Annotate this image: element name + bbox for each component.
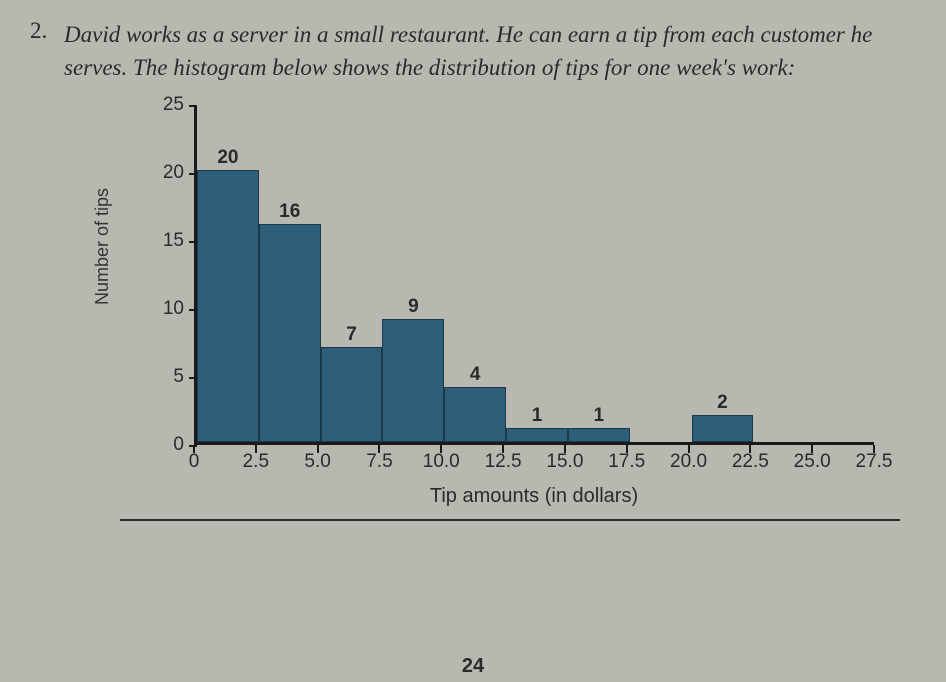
x-tick-mark bbox=[564, 445, 566, 453]
question-number: 2. bbox=[30, 18, 54, 85]
y-axis-label: Number of tips bbox=[92, 188, 113, 305]
y-axis-ticks: 0510152025 bbox=[154, 105, 190, 445]
bar-value-label: 4 bbox=[445, 364, 505, 386]
bar-value-label: 9 bbox=[383, 296, 443, 318]
x-tick-label: 22.5 bbox=[732, 451, 769, 473]
bar-value-label: 1 bbox=[507, 405, 567, 427]
x-tick-label: 15.0 bbox=[546, 451, 583, 473]
histogram-bar: 4 bbox=[444, 387, 506, 441]
x-tick-label: 27.5 bbox=[856, 451, 893, 473]
x-tick-mark bbox=[626, 445, 628, 453]
y-tick-mark bbox=[189, 377, 197, 379]
histogram-bar: 1 bbox=[506, 428, 568, 442]
x-tick-label: 20.0 bbox=[670, 451, 707, 473]
x-tick-mark bbox=[749, 445, 751, 453]
x-tick-mark bbox=[811, 445, 813, 453]
bar-value-label: 16 bbox=[260, 201, 320, 223]
x-tick-mark bbox=[317, 445, 319, 453]
page-number: 24 bbox=[0, 655, 946, 678]
histogram-bar: 20 bbox=[197, 170, 259, 442]
x-tick-label: 2.5 bbox=[243, 451, 269, 473]
histogram-bar: 16 bbox=[259, 224, 321, 442]
y-tick-mark bbox=[189, 309, 197, 311]
histogram-bar: 7 bbox=[321, 347, 383, 442]
x-axis-label: Tip amounts (in dollars) bbox=[194, 485, 874, 508]
x-tick-mark bbox=[502, 445, 504, 453]
x-tick-mark bbox=[688, 445, 690, 453]
x-tick-mark bbox=[378, 445, 380, 453]
x-tick-label: 5.0 bbox=[304, 451, 330, 473]
bar-value-label: 20 bbox=[198, 147, 258, 169]
x-tick-label: 7.5 bbox=[366, 451, 392, 473]
x-tick-label: 0 bbox=[189, 451, 200, 473]
x-tick-label: 25.0 bbox=[794, 451, 831, 473]
y-tick-label: 20 bbox=[163, 162, 184, 184]
y-tick-mark bbox=[189, 173, 197, 175]
x-tick-mark bbox=[193, 445, 195, 453]
plot-area: 2016794112 bbox=[194, 105, 874, 445]
y-tick-label: 0 bbox=[173, 434, 184, 456]
histogram-chart: Number of tips 0510152025 2016794112 02.… bbox=[120, 105, 900, 535]
x-tick-label: 10.0 bbox=[423, 451, 460, 473]
y-tick-label: 10 bbox=[163, 298, 184, 320]
bar-value-label: 7 bbox=[322, 324, 382, 346]
x-tick-label: 17.5 bbox=[608, 451, 645, 473]
horizontal-rule bbox=[120, 519, 900, 521]
question-block: 2. David works as a server in a small re… bbox=[30, 18, 906, 85]
bar-value-label: 1 bbox=[569, 405, 629, 427]
histogram-bar: 2 bbox=[692, 415, 754, 442]
question-text: David works as a server in a small resta… bbox=[64, 18, 906, 85]
bar-value-label: 2 bbox=[693, 392, 753, 414]
y-tick-label: 5 bbox=[173, 366, 184, 388]
histogram-bar: 9 bbox=[382, 319, 444, 441]
page-body: 2. David works as a server in a small re… bbox=[0, 0, 946, 535]
x-tick-mark bbox=[440, 445, 442, 453]
x-tick-mark bbox=[873, 445, 875, 453]
x-tick-mark bbox=[255, 445, 257, 453]
y-tick-mark bbox=[189, 241, 197, 243]
histogram-bar: 1 bbox=[568, 428, 630, 442]
x-axis-ticks: 02.55.07.510.012.515.017.520.022.525.027… bbox=[194, 451, 874, 481]
y-tick-mark bbox=[189, 105, 197, 107]
x-tick-label: 12.5 bbox=[485, 451, 522, 473]
y-tick-label: 25 bbox=[163, 94, 184, 116]
y-tick-label: 15 bbox=[163, 230, 184, 252]
